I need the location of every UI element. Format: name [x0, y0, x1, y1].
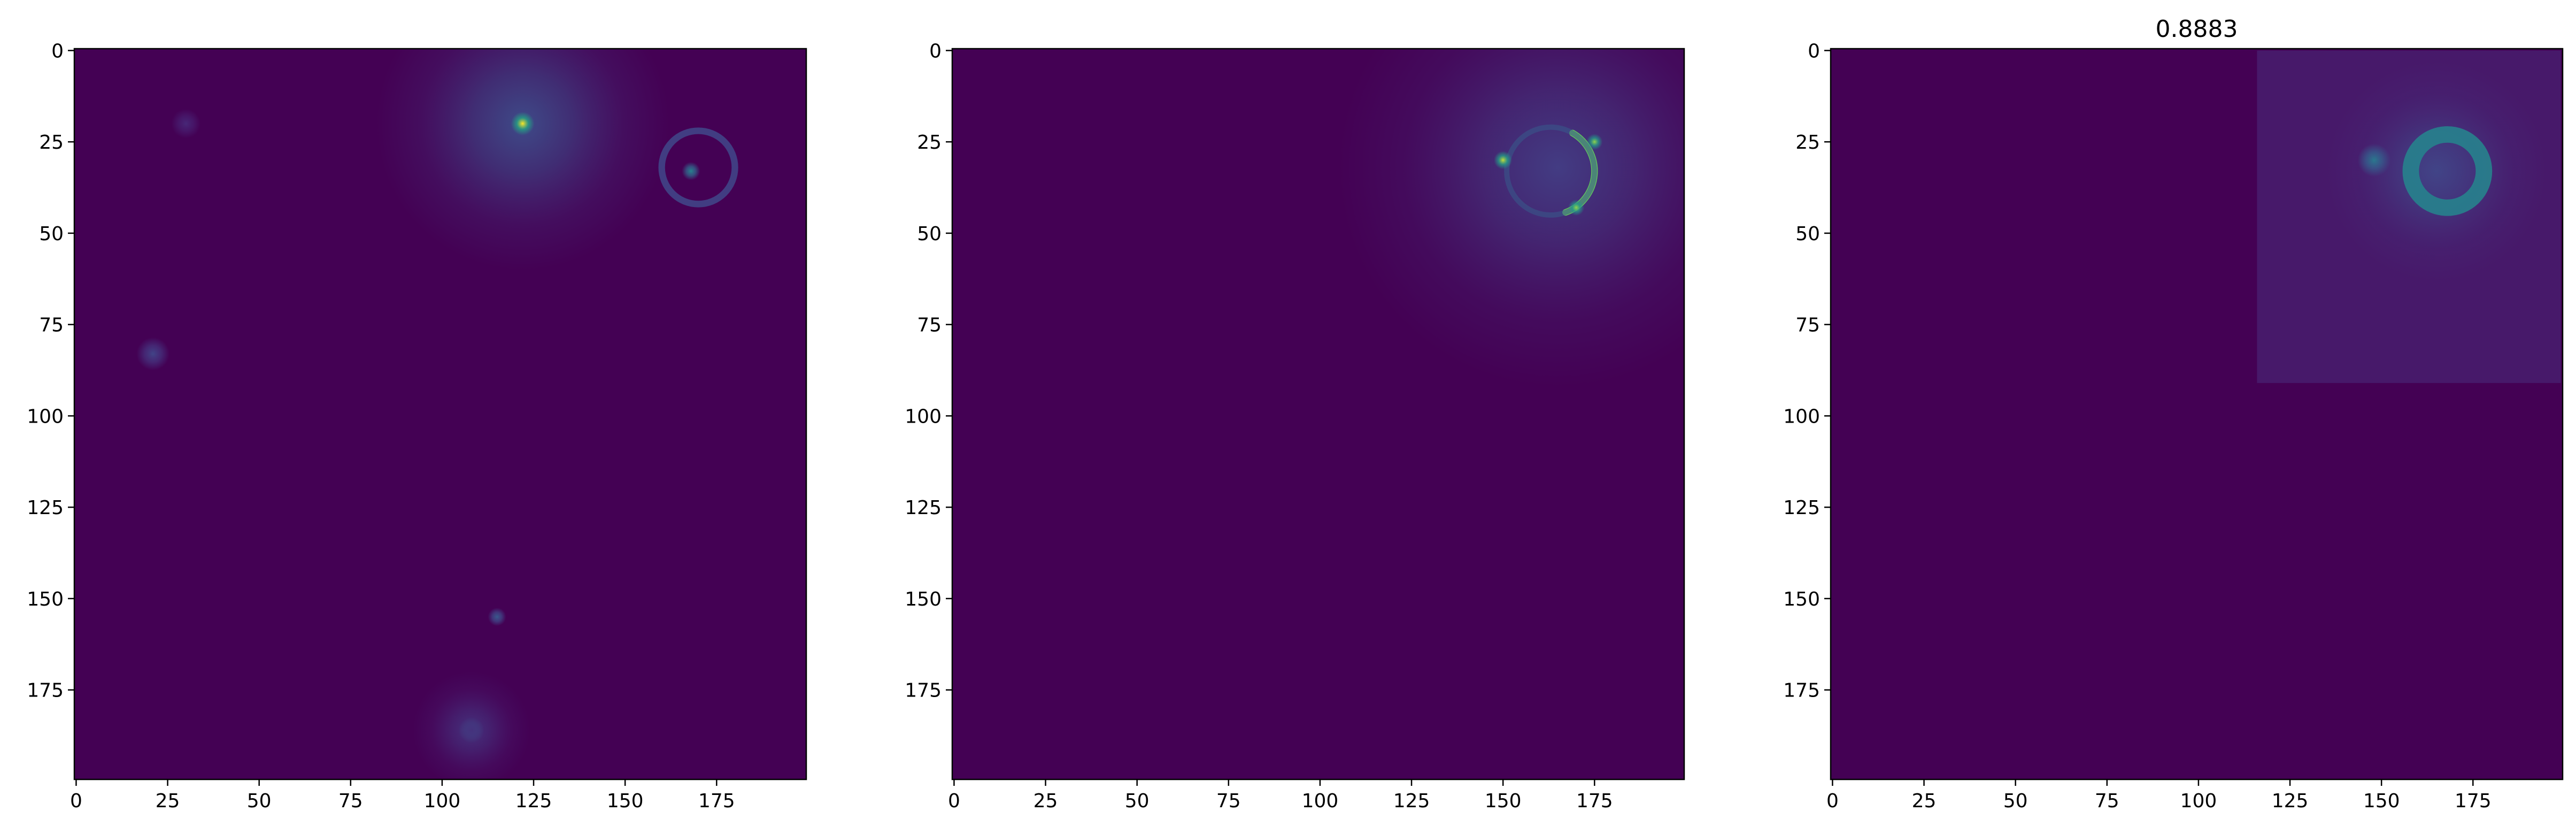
- heatmap-image: [1831, 49, 2563, 779]
- heatmap-image: [952, 49, 1684, 779]
- diffuse-glow: [2326, 61, 2547, 281]
- y-tick-label: 0: [929, 40, 942, 62]
- diffuse-glow: [413, 671, 530, 779]
- bright-source: [488, 607, 506, 626]
- y-tick-label: 100: [905, 405, 942, 427]
- y-tick-label: 75: [917, 315, 942, 336]
- panel-title: 0.8883: [2156, 16, 2238, 43]
- y-tick-label: 125: [905, 497, 942, 519]
- y-tick-label: 150: [1783, 588, 1820, 610]
- x-tick-label: 0: [70, 790, 82, 812]
- x-tick-label: 75: [1216, 790, 1241, 812]
- bright-source: [1494, 151, 1513, 170]
- x-tick-label: 150: [607, 790, 644, 812]
- x-tick-label: 75: [338, 790, 363, 812]
- axes-frame: [951, 48, 1685, 781]
- x-tick-label: 150: [2363, 790, 2400, 812]
- x-tick-label: 100: [1302, 790, 1339, 812]
- y-tick-label: 175: [905, 680, 942, 702]
- y-tick-label: 25: [917, 132, 942, 154]
- bright-source: [1568, 200, 1585, 216]
- heatmap-image: [74, 49, 806, 779]
- x-tick-label: 100: [424, 790, 461, 812]
- x-tick-label: 175: [698, 790, 735, 812]
- y-tick-label: 150: [905, 588, 942, 610]
- x-tick-label: 150: [1485, 790, 1522, 812]
- lens-ring: [1504, 124, 1598, 218]
- bright-source: [136, 337, 169, 371]
- y-tick-label: 25: [1795, 132, 1820, 154]
- x-tick-label: 25: [1034, 790, 1058, 812]
- x-tick-label: 175: [2455, 790, 2492, 812]
- y-tick-label: 50: [39, 223, 64, 245]
- x-tick-label: 25: [1912, 790, 1937, 812]
- y-tick-label: 25: [39, 132, 64, 154]
- y-tick-label: 150: [27, 588, 64, 610]
- x-tick-label: 50: [247, 790, 272, 812]
- bright-source: [1586, 134, 1603, 150]
- y-tick-label: 100: [27, 405, 64, 427]
- bright-source: [511, 112, 535, 135]
- y-tick-label: 125: [27, 497, 64, 519]
- x-tick-label: 100: [2180, 790, 2217, 812]
- y-tick-label: 125: [1783, 497, 1820, 519]
- y-tick-label: 0: [1808, 40, 1820, 62]
- y-tick-label: 75: [39, 315, 64, 336]
- y-tick-label: 0: [51, 40, 64, 62]
- diffuse-glow: [1338, 49, 1684, 387]
- diffuse-glow: [376, 49, 669, 270]
- y-tick-label: 175: [1783, 680, 1820, 702]
- lens-ring: [2402, 126, 2493, 216]
- x-tick-label: 0: [948, 790, 960, 812]
- heatmap-panel-2: 0 25 50 75 100 125 150 175 0 25 50 75 100 125 150 175: [905, 40, 1685, 812]
- heatmap-panel-1: 0 25 50 75 100 125 150 175 0 25 50 75 100 125 150 175: [27, 40, 807, 812]
- axes-frame: [1830, 48, 2564, 781]
- y-tick-label: 50: [917, 223, 942, 245]
- y-tick-label: 100: [1783, 405, 1820, 427]
- y-tick-label: 75: [1795, 315, 1820, 336]
- heatmap-panel-3: 0 25 50 75 100 125 150 175 0 25 50 75 100 125 150 175 0.…: [1783, 16, 2564, 812]
- x-tick-label: 50: [1125, 790, 1150, 812]
- bright-source: [171, 109, 201, 139]
- x-tick-label: 125: [2272, 790, 2309, 812]
- x-tick-label: 75: [2095, 790, 2119, 812]
- x-tick-label: 125: [515, 790, 552, 812]
- x-tick-label: 50: [2003, 790, 2028, 812]
- x-tick-label: 25: [156, 790, 180, 812]
- axes-frame: [73, 48, 807, 781]
- x-tick-label: 0: [1826, 790, 1839, 812]
- y-tick-label: 50: [1795, 223, 1820, 245]
- x-tick-label: 125: [1393, 790, 1430, 812]
- bright-source: [682, 162, 700, 180]
- lens-ring: [658, 127, 738, 208]
- bright-source: [2357, 143, 2391, 177]
- y-tick-label: 175: [27, 680, 64, 702]
- x-tick-label: 175: [1576, 790, 1613, 812]
